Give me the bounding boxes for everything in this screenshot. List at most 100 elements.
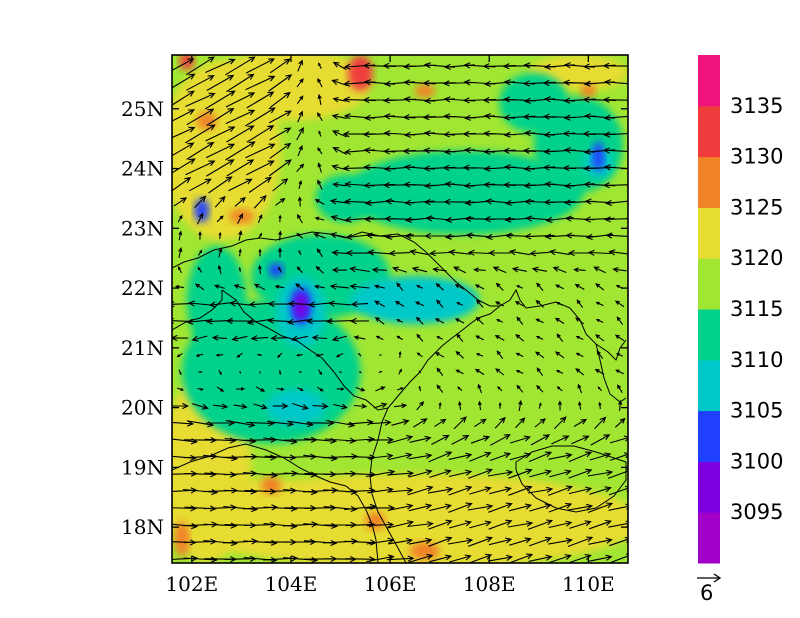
wind-arrow — [487, 249, 511, 257]
wind-arrow — [409, 435, 432, 443]
wind-arrow — [589, 452, 612, 461]
wind-arrow — [427, 486, 454, 494]
wind-arrow — [549, 469, 572, 478]
wind-arrow — [435, 282, 444, 291]
wind-arrow — [469, 486, 492, 495]
wind-arrow — [388, 537, 414, 545]
wind-arrow — [214, 195, 226, 208]
contour-patch — [194, 198, 210, 223]
wind-arrow — [496, 350, 504, 360]
wind-arrow — [608, 249, 628, 256]
wind-arrow — [188, 300, 211, 307]
wind-arrow — [185, 56, 215, 76]
wind-arrow — [531, 266, 548, 273]
wind-arrow — [225, 141, 256, 161]
border-laos-china — [172, 290, 223, 331]
wind-arrow — [448, 469, 473, 478]
colorbar-segment — [698, 156, 720, 208]
wind-arrow — [612, 266, 627, 273]
wind-arrow — [332, 96, 347, 103]
wind-arrow — [259, 371, 261, 374]
wind-arrow — [238, 266, 241, 272]
wind-arrow — [172, 73, 196, 89]
lon-tick-label: 106E — [364, 572, 417, 596]
wind-arrow — [225, 56, 256, 76]
wind-arrow — [396, 319, 403, 323]
colorbar-segment — [698, 258, 720, 310]
wind-arrow — [315, 265, 324, 274]
wind-arrow — [245, 107, 276, 127]
wind-arrow — [237, 213, 243, 225]
wind-arrow — [538, 402, 542, 409]
wind-arrow — [374, 300, 386, 308]
wind-arrow — [548, 485, 573, 496]
wind-arrow — [509, 537, 532, 546]
colorbar-label: 3100 — [730, 449, 783, 473]
vector-reference-arrowhead — [713, 573, 722, 583]
wind-arrow — [574, 283, 585, 290]
wind-arrow — [172, 420, 195, 427]
wind-arrow — [567, 536, 594, 548]
wind-arrow — [568, 486, 593, 495]
wind-arrow — [349, 266, 370, 273]
wind-arrow — [367, 249, 392, 256]
wind-arrow — [365, 469, 396, 478]
wind-arrow — [198, 249, 203, 256]
wind-arrow — [614, 417, 626, 428]
wind-arrow — [297, 144, 303, 157]
wind-arrow — [386, 555, 415, 562]
lat-tick-label: 18N — [121, 515, 164, 539]
lon-tick-label: 102E — [165, 572, 218, 596]
wind-arrow — [488, 502, 513, 513]
wind-arrow — [543, 199, 576, 206]
wind-arrow — [217, 264, 222, 275]
wind-arrow — [350, 301, 369, 308]
coastline-hainan — [515, 445, 627, 513]
wind-arrow — [474, 368, 485, 376]
wind-arrow — [453, 266, 467, 274]
wind-arrow — [198, 370, 203, 373]
wind-arrow — [575, 317, 585, 325]
wind-arrow — [424, 232, 455, 240]
wind-arrow — [530, 434, 551, 446]
wind-arrow — [231, 335, 248, 342]
wind-arrow — [603, 131, 628, 138]
wind-arrow — [266, 420, 295, 427]
wind-arrow — [387, 470, 415, 477]
wind-arrow — [467, 503, 494, 511]
wind-arrow — [415, 316, 424, 325]
wind-arrow — [317, 77, 323, 88]
wind-arrow — [233, 284, 246, 290]
wind-arrow — [584, 216, 615, 223]
wind-arrow — [375, 386, 386, 392]
wind-arrow — [515, 352, 524, 358]
wind-arrow — [333, 403, 348, 410]
wind-arrow — [176, 352, 183, 358]
wind-arrow — [347, 419, 374, 426]
wind-arrow — [428, 451, 453, 463]
border-laos-thailand — [172, 443, 379, 563]
wind-arrow — [409, 249, 430, 256]
wind-arrow — [213, 284, 225, 289]
wind-arrow — [189, 178, 212, 192]
wind-arrow — [287, 300, 312, 307]
wind-arrow — [602, 96, 628, 103]
wind-arrow — [388, 452, 413, 461]
wind-arrow — [529, 250, 550, 257]
wind-arrow — [468, 553, 493, 563]
wind-arrow — [595, 318, 604, 323]
wind-arrow — [313, 284, 325, 289]
wind-arrow — [303, 522, 338, 530]
wind-arrow — [234, 196, 246, 207]
wind-arrow — [257, 214, 263, 224]
wind-arrow — [534, 351, 545, 359]
wind-arrow — [192, 403, 209, 410]
wind-arrow — [549, 554, 572, 563]
wind-arrow — [215, 353, 224, 357]
wind-arrow — [205, 90, 236, 110]
wind-arrow — [398, 368, 402, 375]
wind-arrow — [457, 400, 462, 410]
wind-arrow — [568, 503, 594, 511]
wind-arrow — [358, 371, 362, 373]
colorbar-label: 3110 — [730, 348, 783, 372]
